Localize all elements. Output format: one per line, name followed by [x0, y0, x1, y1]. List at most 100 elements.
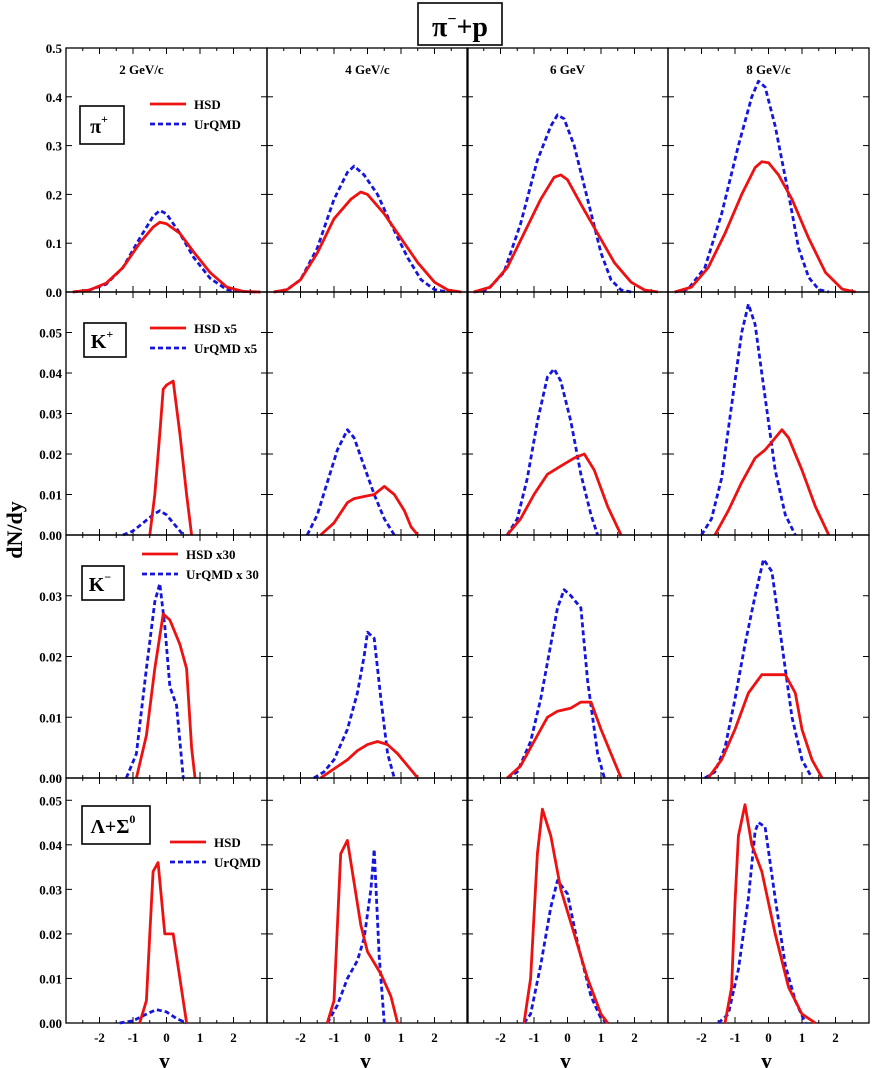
figure-title-text: π−+p: [432, 11, 488, 43]
panel-frame: [667, 47, 870, 293]
urqmd-curve: [305, 428, 396, 536]
urqmd-curve: [119, 1008, 188, 1025]
x-tick-label: 2: [431, 1030, 438, 1045]
urqmd-curve: [700, 302, 797, 536]
particle-label: Λ+Σ0: [91, 812, 136, 838]
hsd-curve: [506, 452, 623, 536]
particle-label: K−: [89, 570, 112, 596]
particle-label-box: [81, 805, 151, 845]
panel-frame: [266, 777, 469, 1024]
y-tick-label: 0.4: [46, 90, 63, 105]
legend-hsd-label: HSD: [194, 97, 221, 112]
legend-hsd-label: HSD x5: [194, 321, 237, 336]
y-tick-label: 0.01: [39, 710, 62, 725]
y-tick-label: 0.04: [39, 366, 62, 381]
hsd-curve: [319, 484, 419, 537]
hsd-curve: [674, 160, 856, 294]
x-axis-label: y: [560, 1048, 571, 1068]
urqmd-curve: [72, 209, 261, 294]
y-tick-label: 0.02: [39, 927, 62, 942]
hsd-curve: [319, 740, 419, 780]
column-label: 6 GeV: [550, 62, 586, 77]
column-label: 8 GeV/c: [746, 62, 791, 77]
column-label: 2 GeV/c: [119, 62, 164, 77]
x-axis-label: y: [159, 1048, 170, 1068]
urqmd-curve: [506, 367, 599, 536]
panel-frame: [266, 534, 469, 779]
particle-label-box: [81, 565, 125, 601]
column-label: 4 GeV/c: [345, 62, 390, 77]
hsd-curve: [138, 861, 188, 1024]
hsd-curve: [72, 220, 261, 294]
urqmd-curve: [122, 509, 185, 537]
particle-label-box: [83, 322, 127, 358]
y-tick-label: 0.03: [39, 407, 62, 422]
urqmd-curve: [125, 582, 185, 779]
y-tick-label: 0.01: [39, 488, 62, 503]
legend-urqmd-label: UrQMD x5: [194, 341, 258, 356]
x-tick-label: -1: [730, 1030, 741, 1045]
legend-hsd-label: HSD x30: [186, 547, 235, 562]
hsd-curve: [506, 700, 623, 780]
hsd-curve: [273, 190, 462, 294]
y-tick-label: 0.0: [46, 285, 62, 300]
x-tick-label: 0: [364, 1030, 371, 1045]
urqmd-curve: [473, 113, 632, 294]
y-tick-label: 0.04: [39, 838, 62, 853]
panel-frame: [65, 47, 268, 293]
hsd-curve: [723, 803, 817, 1025]
panel-frame: [667, 534, 870, 779]
y-tick-label: 0.00: [39, 771, 62, 786]
particle-label-box: [79, 105, 125, 145]
urqmd-curve: [273, 164, 449, 294]
legend-hsd-label: HSD: [214, 835, 241, 850]
hsd-curve: [713, 428, 831, 536]
x-tick-label: 1: [398, 1030, 405, 1045]
x-tick-label: -1: [529, 1030, 540, 1045]
urqmd-curve: [704, 557, 814, 780]
panel-frame: [266, 291, 469, 536]
y-axis-label: dN/dy: [2, 501, 27, 558]
panel-frame: [266, 47, 469, 293]
x-tick-label: -2: [94, 1030, 105, 1045]
particle-label: K+: [91, 327, 114, 353]
x-axis-label: y: [360, 1048, 371, 1068]
x-axis-label: y: [761, 1048, 772, 1068]
x-tick-label: 1: [598, 1030, 605, 1045]
hsd-curve: [325, 839, 399, 1024]
x-tick-label: 0: [765, 1030, 772, 1045]
figure-title: π−+p: [417, 2, 503, 46]
x-tick-label: 1: [197, 1030, 204, 1045]
panel-frame: [466, 534, 669, 779]
hsd-curve: [707, 673, 824, 779]
y-tick-label: 0.01: [39, 971, 62, 986]
x-tick-label: 1: [799, 1030, 806, 1045]
y-tick-label: 0.03: [39, 882, 62, 897]
y-tick-label: 0.00: [39, 528, 62, 543]
x-tick-label: 2: [832, 1030, 839, 1045]
legend-urqmd-label: UrQMD: [194, 117, 241, 132]
x-tick-label: 0: [163, 1030, 170, 1045]
hsd-curve: [148, 379, 193, 536]
urqmd-curve: [717, 821, 807, 1025]
y-tick-label: 0.5: [46, 41, 63, 56]
y-tick-label: 0.05: [39, 793, 62, 808]
legend-urqmd-label: UrQMD x 30: [186, 567, 259, 582]
x-tick-label: -2: [295, 1030, 306, 1045]
x-tick-label: -2: [696, 1030, 707, 1045]
x-tick-label: -1: [128, 1030, 139, 1045]
hsd-curve: [473, 173, 659, 294]
y-tick-label: 0.02: [39, 650, 62, 665]
urqmd-curve: [313, 630, 396, 780]
y-tick-label: 0.2: [46, 187, 62, 202]
particle-label: π+: [90, 112, 108, 138]
y-tick-label: 0.03: [39, 589, 62, 604]
urqmd-curve: [506, 588, 606, 780]
panel-frame: [466, 47, 669, 293]
y-tick-label: 0.02: [39, 447, 62, 462]
y-tick-label: 0.3: [46, 139, 63, 154]
x-tick-label: -2: [495, 1030, 506, 1045]
figure-title-box: [417, 2, 503, 46]
x-tick-label: 0: [564, 1030, 571, 1045]
